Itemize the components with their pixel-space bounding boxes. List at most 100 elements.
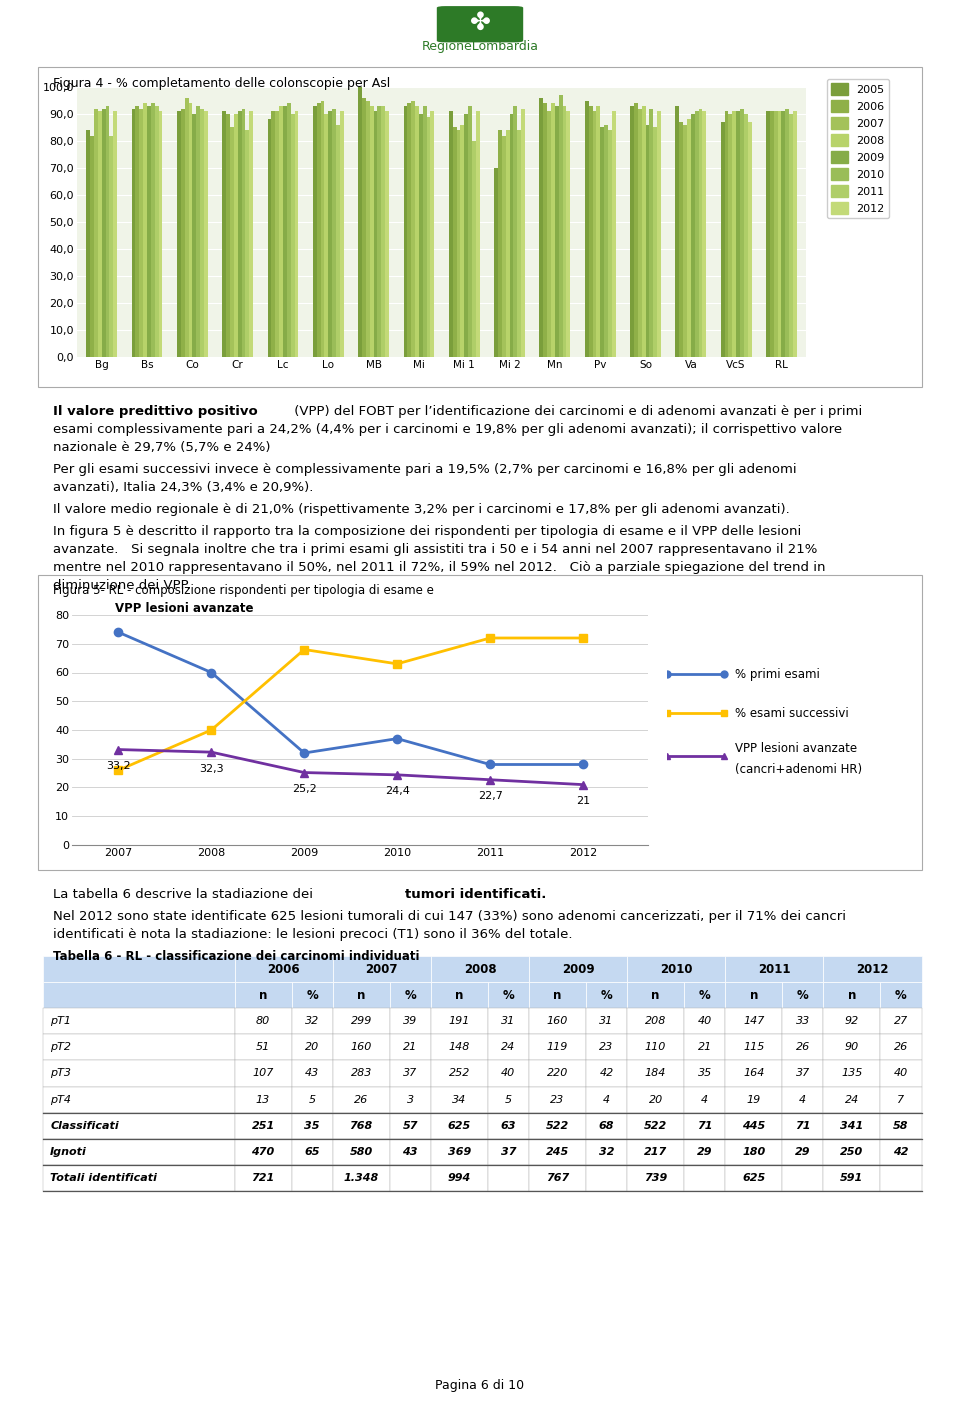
Text: 23: 23	[599, 1042, 613, 1052]
Text: n: n	[553, 989, 562, 1002]
Bar	[98, 111, 102, 356]
Bar	[102, 108, 106, 356]
Text: 26: 26	[894, 1042, 908, 1052]
FancyBboxPatch shape	[43, 982, 234, 1009]
Text: 32: 32	[305, 1016, 320, 1026]
FancyBboxPatch shape	[431, 1139, 488, 1164]
FancyBboxPatch shape	[824, 1009, 880, 1034]
FancyBboxPatch shape	[333, 1086, 390, 1113]
Text: %: %	[895, 989, 907, 1002]
FancyBboxPatch shape	[43, 1139, 234, 1164]
Text: 251: 251	[252, 1121, 275, 1131]
Text: 7: 7	[898, 1094, 904, 1104]
Text: 90: 90	[845, 1042, 859, 1052]
FancyBboxPatch shape	[437, 6, 523, 42]
Bar	[781, 111, 785, 356]
Text: 20: 20	[649, 1094, 662, 1104]
FancyBboxPatch shape	[824, 1086, 880, 1113]
Text: 19: 19	[747, 1094, 761, 1104]
FancyBboxPatch shape	[529, 982, 586, 1009]
Bar	[547, 111, 551, 356]
Bar	[370, 105, 373, 356]
Bar	[317, 104, 321, 356]
FancyBboxPatch shape	[431, 1086, 488, 1113]
Text: 33: 33	[796, 1016, 810, 1026]
Bar	[695, 111, 699, 356]
FancyBboxPatch shape	[586, 982, 627, 1009]
FancyBboxPatch shape	[431, 1034, 488, 1061]
Text: 625: 625	[742, 1173, 765, 1183]
Text: 5: 5	[505, 1094, 512, 1104]
FancyBboxPatch shape	[333, 1139, 390, 1164]
Bar	[426, 116, 430, 356]
Text: 2008: 2008	[464, 962, 496, 975]
FancyBboxPatch shape	[431, 955, 529, 982]
Text: 522: 522	[644, 1121, 667, 1131]
Bar	[366, 101, 370, 356]
Text: Ignoti: Ignoti	[50, 1146, 87, 1157]
FancyBboxPatch shape	[586, 1164, 627, 1191]
FancyBboxPatch shape	[292, 1061, 333, 1086]
FancyBboxPatch shape	[824, 1139, 880, 1164]
Bar	[411, 101, 415, 356]
FancyBboxPatch shape	[627, 1009, 684, 1034]
Text: 5: 5	[308, 1094, 316, 1104]
Bar	[180, 108, 184, 356]
Text: 29: 29	[795, 1146, 810, 1157]
Text: 40: 40	[501, 1069, 516, 1079]
Text: 23: 23	[550, 1094, 564, 1104]
Text: 21: 21	[698, 1042, 711, 1052]
Text: 522: 522	[546, 1121, 569, 1131]
Text: 470: 470	[252, 1146, 275, 1157]
FancyBboxPatch shape	[390, 982, 431, 1009]
Bar	[109, 136, 113, 356]
Text: 43: 43	[402, 1146, 418, 1157]
Text: 180: 180	[742, 1146, 765, 1157]
Bar	[684, 125, 687, 356]
Text: 299: 299	[350, 1016, 372, 1026]
Text: 21: 21	[403, 1042, 418, 1052]
Text: 2012: 2012	[856, 962, 889, 975]
Bar	[502, 136, 506, 356]
FancyBboxPatch shape	[726, 955, 824, 982]
Bar	[407, 104, 411, 356]
Text: 191: 191	[448, 1016, 470, 1026]
FancyBboxPatch shape	[880, 1034, 922, 1061]
Text: n: n	[259, 989, 267, 1002]
FancyBboxPatch shape	[488, 1034, 529, 1061]
FancyBboxPatch shape	[529, 955, 627, 982]
Bar	[143, 104, 147, 356]
Text: 24: 24	[845, 1094, 859, 1104]
Text: 63: 63	[501, 1121, 516, 1131]
Text: 250: 250	[840, 1146, 864, 1157]
Bar	[158, 111, 162, 356]
FancyBboxPatch shape	[824, 1164, 880, 1191]
FancyBboxPatch shape	[529, 1061, 586, 1086]
FancyBboxPatch shape	[586, 1009, 627, 1034]
Text: mentre nel 2010 rappresentavano il 50%, nel 2011 il 72%, il 59% nel 2012.   Ciò : mentre nel 2010 rappresentavano il 50%, …	[53, 561, 826, 574]
Text: Totali identificati: Totali identificati	[50, 1173, 157, 1183]
Bar	[139, 108, 143, 356]
Text: 26: 26	[796, 1042, 810, 1052]
Text: 34: 34	[452, 1094, 467, 1104]
Text: Tabella 6 - RL - classificazione dei carcinomi individuati: Tabella 6 - RL - classificazione dei car…	[53, 950, 420, 962]
Bar	[649, 108, 653, 356]
FancyBboxPatch shape	[431, 982, 488, 1009]
Bar	[227, 114, 230, 356]
Text: %: %	[699, 989, 710, 1002]
Bar	[596, 105, 600, 356]
FancyBboxPatch shape	[782, 1139, 824, 1164]
Text: 220: 220	[547, 1069, 568, 1079]
Text: 147: 147	[743, 1016, 764, 1026]
Bar	[634, 104, 637, 356]
Bar	[230, 128, 234, 356]
Text: Classificati: Classificati	[50, 1121, 119, 1131]
Bar	[592, 111, 596, 356]
Text: 25,2: 25,2	[292, 784, 317, 794]
Bar	[517, 130, 521, 356]
Bar	[151, 104, 155, 356]
Text: 27: 27	[894, 1016, 908, 1026]
Bar	[200, 108, 204, 356]
Text: 31: 31	[599, 1016, 613, 1026]
Text: 35: 35	[304, 1121, 320, 1131]
